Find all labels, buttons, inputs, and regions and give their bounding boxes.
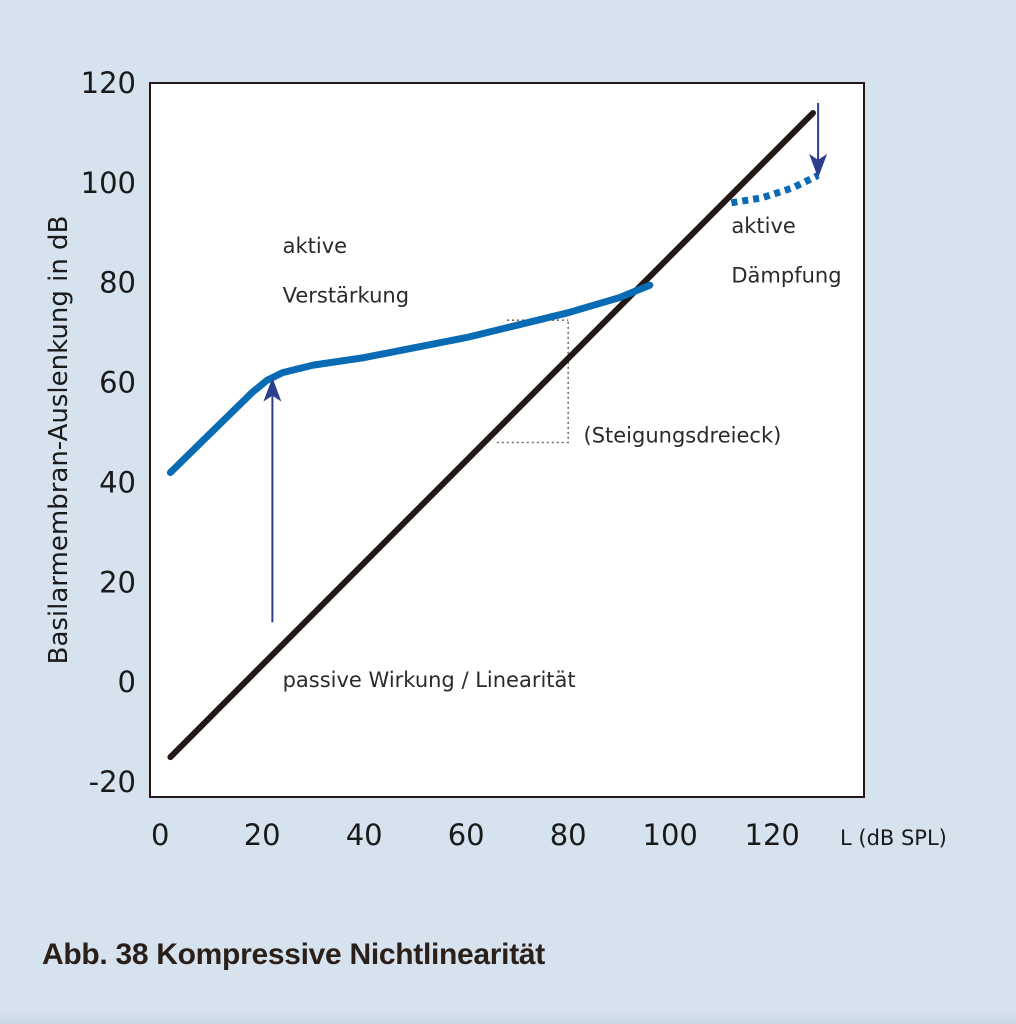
x-tick-label-6: 120 — [745, 818, 800, 852]
series-line-linear — [167, 110, 816, 761]
y-tick-label-1: 0 — [118, 665, 136, 699]
x-tick-label-1: 20 — [244, 818, 281, 852]
figure-caption: Abb. 38 Kompressive Nichtlinearität — [42, 938, 545, 971]
y-tick-label-6: 100 — [81, 166, 136, 200]
annotation-5: passive Wirkung / Linearität — [283, 668, 576, 692]
arrow-layer — [263, 102, 828, 623]
annotation-3: Dämpfung — [731, 264, 841, 288]
arrow-head-1 — [809, 153, 828, 178]
x-tick-label-2: 40 — [346, 818, 383, 852]
tick-layer: 0 20 40 60 80 100 120 -20 0 20 40 60 80 100 120 — [81, 66, 800, 852]
series-layer — [166, 110, 820, 761]
series-line-active — [166, 281, 654, 476]
annotation-1: Verstärkung — [283, 284, 409, 308]
x-tick-label-3: 60 — [448, 818, 485, 852]
x-axis-label: L (dB SPL) — [840, 826, 947, 850]
arrow-head-0 — [263, 377, 282, 402]
slope-triangle-line-0 — [496, 320, 570, 444]
y-tick-label-5: 80 — [99, 266, 136, 300]
annotation-layer: aktive Verstärkung aktive Dämpfung (Steigung… — [283, 214, 842, 692]
page-bottom-edge — [0, 1010, 1016, 1024]
annotation-4: (Steigungsdreieck) — [584, 423, 782, 447]
y-tick-label-2: 20 — [99, 565, 136, 599]
x-tick-label-0: 0 — [151, 818, 169, 852]
y-axis-label: Basilarmembran-Auslenkung in dB — [44, 216, 74, 665]
y-tick-label-4: 60 — [99, 366, 136, 400]
annotation-2: aktive — [731, 214, 795, 238]
y-tick-label-0: -20 — [89, 765, 136, 799]
y-tick-label-3: 40 — [99, 465, 136, 499]
annotation-0: aktive — [283, 234, 347, 258]
x-tick-label-4: 80 — [550, 818, 587, 852]
x-tick-label-5: 100 — [643, 818, 698, 852]
y-tick-label-7: 120 — [81, 66, 136, 100]
series-line-active-dotted — [730, 172, 820, 207]
